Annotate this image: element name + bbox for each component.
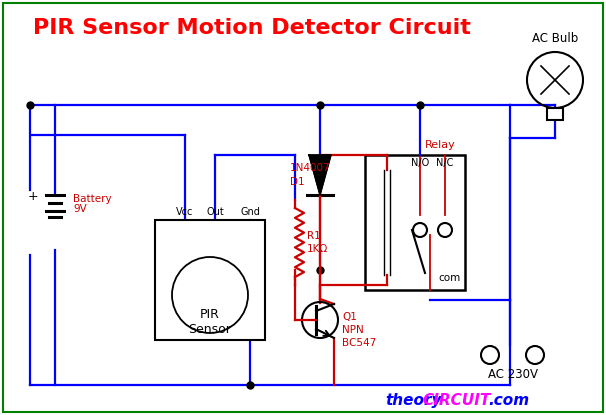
Text: +: + (28, 190, 38, 203)
Text: Battery: Battery (73, 194, 112, 204)
Text: N/C: N/C (436, 158, 454, 168)
Text: com: com (438, 273, 460, 283)
Text: R1
1KΩ: R1 1KΩ (307, 231, 328, 254)
Text: AC Bulb: AC Bulb (532, 32, 578, 44)
Bar (365, 155, 465, 290)
Bar (155, 220, 265, 340)
Text: 1N4007
D1: 1N4007 D1 (290, 164, 331, 187)
Text: 9V: 9V (73, 204, 87, 214)
Text: theory: theory (385, 393, 442, 408)
Text: AC 230V: AC 230V (487, 369, 538, 381)
Text: Relay: Relay (425, 140, 456, 150)
Bar (547, 108, 563, 120)
Text: PIR Sensor Motion Detector Circuit: PIR Sensor Motion Detector Circuit (33, 18, 471, 38)
Polygon shape (309, 155, 331, 195)
Text: CIRCUIT: CIRCUIT (422, 393, 490, 408)
Text: N/O: N/O (411, 158, 429, 168)
Text: PIR
Sensor: PIR Sensor (188, 308, 231, 336)
Text: Q1
NPN
BC547: Q1 NPN BC547 (342, 312, 376, 348)
Text: Vcc: Vcc (176, 207, 194, 217)
Text: .com: .com (488, 393, 529, 408)
Text: Gnd: Gnd (240, 207, 260, 217)
Text: Out: Out (206, 207, 224, 217)
